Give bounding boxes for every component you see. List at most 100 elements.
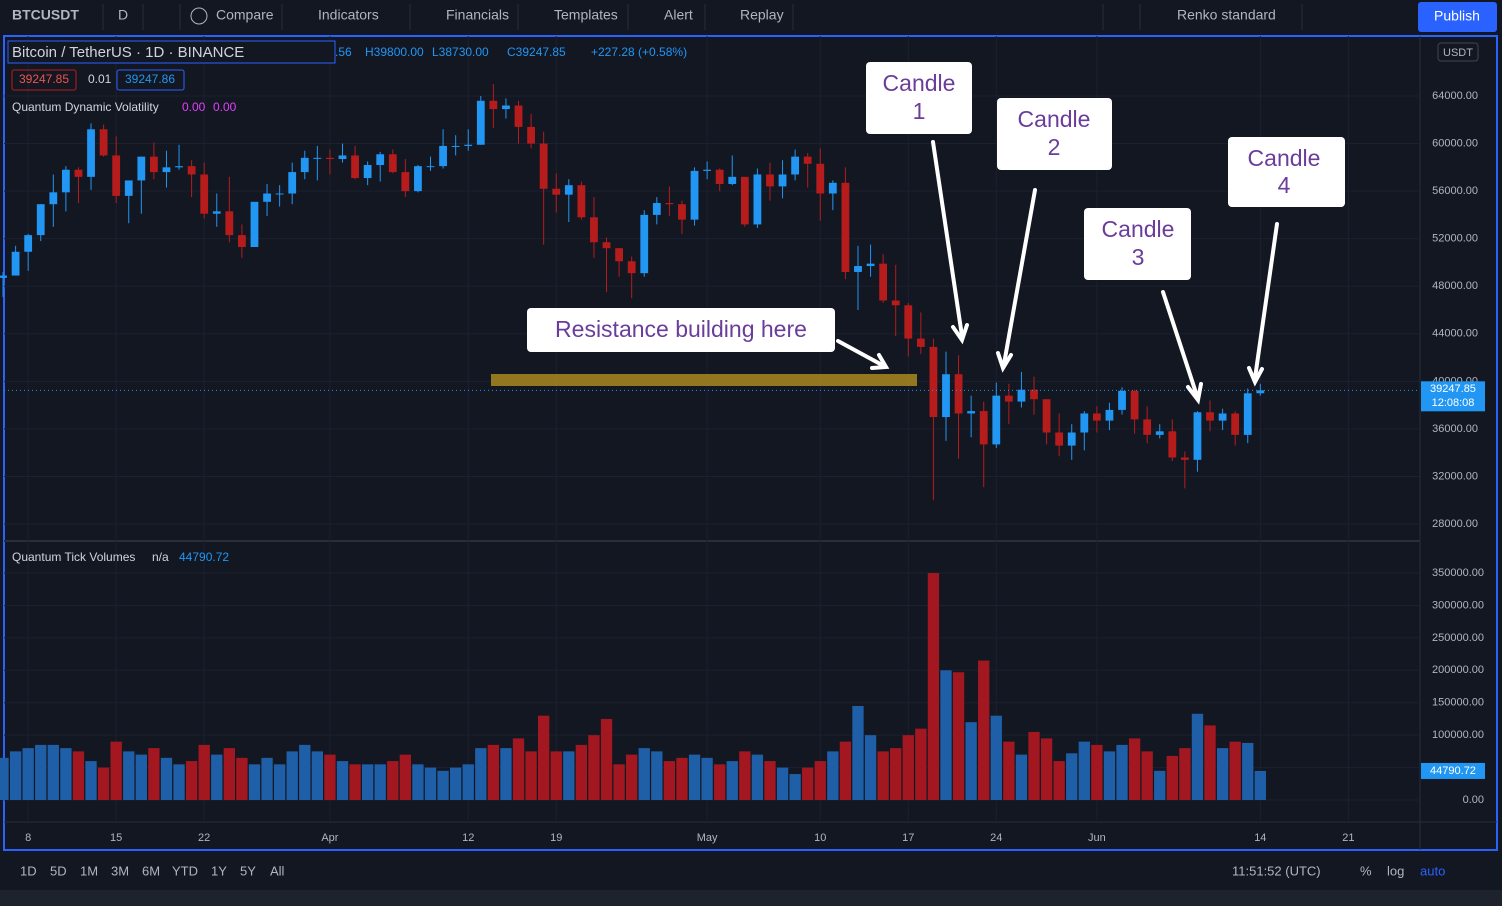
indicators-button[interactable]: Indicators <box>318 7 379 23</box>
auto-toggle[interactable]: auto <box>1420 863 1445 878</box>
range-button[interactable]: All <box>270 863 285 878</box>
candle-body <box>539 143 548 189</box>
candle-body <box>854 266 862 272</box>
volume-bar <box>9 751 22 801</box>
volume-bar <box>550 751 562 801</box>
candle-body <box>766 174 774 187</box>
legend-open: .56 <box>335 45 352 59</box>
bid-price[interactable]: 39247.85 <box>19 72 69 86</box>
last-price-tag <box>1421 381 1485 412</box>
volume-bar <box>487 744 500 801</box>
volume-bar <box>1254 770 1266 801</box>
candle-body <box>363 164 372 179</box>
bid-box[interactable] <box>11 69 77 91</box>
alert-button[interactable]: Alert <box>664 7 693 23</box>
arrow-head <box>1186 382 1203 405</box>
volume-bar <box>424 767 437 801</box>
x-tick-label: 24 <box>990 832 1002 844</box>
publish-button[interactable]: Publish <box>1434 8 1480 24</box>
x-tick-label: 12 <box>462 832 474 844</box>
candle-body <box>124 180 133 196</box>
volume-bar <box>35 744 47 801</box>
volume-bar <box>902 735 914 801</box>
arrow <box>836 339 886 368</box>
volume-bar <box>60 748 72 801</box>
volume-bar <box>1078 741 1090 801</box>
volume-bar <box>877 751 889 801</box>
volume-bar <box>739 751 751 801</box>
annotation-text: 2 <box>1048 134 1061 160</box>
indicator-value: 0.00 <box>213 100 237 114</box>
y-tick-label: 52000.00 <box>1432 233 1478 245</box>
range-button[interactable]: 1M <box>80 863 98 878</box>
range-button[interactable]: YTD <box>172 863 198 878</box>
ask-box[interactable] <box>116 69 185 91</box>
volume-bar <box>852 705 864 801</box>
volume-bar <box>273 764 286 801</box>
legend-title-box <box>7 40 336 64</box>
financials-button[interactable]: Financials <box>446 7 509 23</box>
spread: 0.01 <box>88 72 112 86</box>
replay-button[interactable]: Replay <box>740 7 784 23</box>
volume-bar <box>185 761 198 801</box>
x-tick-label: 21 <box>1342 832 1354 844</box>
publish-button-bg[interactable] <box>1418 2 1497 32</box>
arrow-head <box>1247 366 1264 387</box>
volume-tick-label: 150000.00 <box>1432 697 1484 709</box>
candle-body <box>288 172 297 194</box>
candle-body <box>828 182 837 194</box>
candle-body <box>1168 431 1177 458</box>
candle-body <box>426 166 435 168</box>
volume-bar <box>475 748 487 801</box>
candle-body <box>1118 390 1126 410</box>
symbol[interactable]: BTCUSDT <box>12 7 79 23</box>
arrow <box>1002 188 1037 366</box>
volume-bar <box>500 748 512 801</box>
range-button[interactable]: 6M <box>142 863 160 878</box>
range-button[interactable]: 1D <box>20 863 37 878</box>
interval[interactable]: D <box>118 7 128 23</box>
candle-body <box>1231 413 1240 435</box>
volume-bar <box>978 660 990 801</box>
candle-body <box>527 126 535 144</box>
currency-badge[interactable] <box>1437 42 1479 62</box>
volume-bar <box>1116 744 1128 801</box>
indicator-name: Quantum Tick Volumes <box>12 550 135 564</box>
volume-bar <box>437 770 449 801</box>
volume-tick-label: 350000.00 <box>1432 567 1484 579</box>
volume-bar <box>1154 770 1166 801</box>
candle-body <box>401 172 410 192</box>
chart-type-button[interactable]: Renko standard <box>1177 7 1276 23</box>
volume-bar <box>1179 748 1191 801</box>
volume-bar <box>299 744 311 801</box>
countdown: 12:08:08 <box>1432 397 1475 409</box>
candle-body <box>313 157 322 159</box>
volume-bar <box>1242 742 1254 801</box>
range-button[interactable]: 5Y <box>240 863 256 878</box>
indicator-name: Quantum Dynamic Volatility <box>12 100 159 114</box>
arrow <box>1253 222 1279 380</box>
volume-bar <box>261 757 273 801</box>
compare-button[interactable]: Compare <box>216 7 274 23</box>
volume-bar <box>626 754 638 801</box>
candle-body <box>590 217 598 243</box>
range-button[interactable]: 5D <box>50 863 67 878</box>
annotation-text: 4 <box>1278 172 1291 198</box>
candle-body <box>338 155 347 160</box>
candle-body <box>929 346 938 418</box>
ask-price[interactable]: 39247.86 <box>125 72 175 86</box>
annotation-text: Candle <box>1018 106 1091 132</box>
candle-body <box>778 174 787 187</box>
templates-button[interactable]: Templates <box>554 7 618 23</box>
candle-body <box>1055 432 1064 446</box>
candle-body <box>1030 389 1038 400</box>
range-button[interactable]: 3M <box>111 863 129 878</box>
volume-bar <box>701 757 713 801</box>
annotation-box <box>997 98 1112 170</box>
log-toggle[interactable]: log <box>1387 863 1404 878</box>
x-tick-label: 22 <box>198 832 210 844</box>
percent-toggle[interactable]: % <box>1360 863 1372 878</box>
range-button[interactable]: 1Y <box>211 863 227 878</box>
candle-body <box>740 176 749 225</box>
volume-bar <box>198 744 210 801</box>
